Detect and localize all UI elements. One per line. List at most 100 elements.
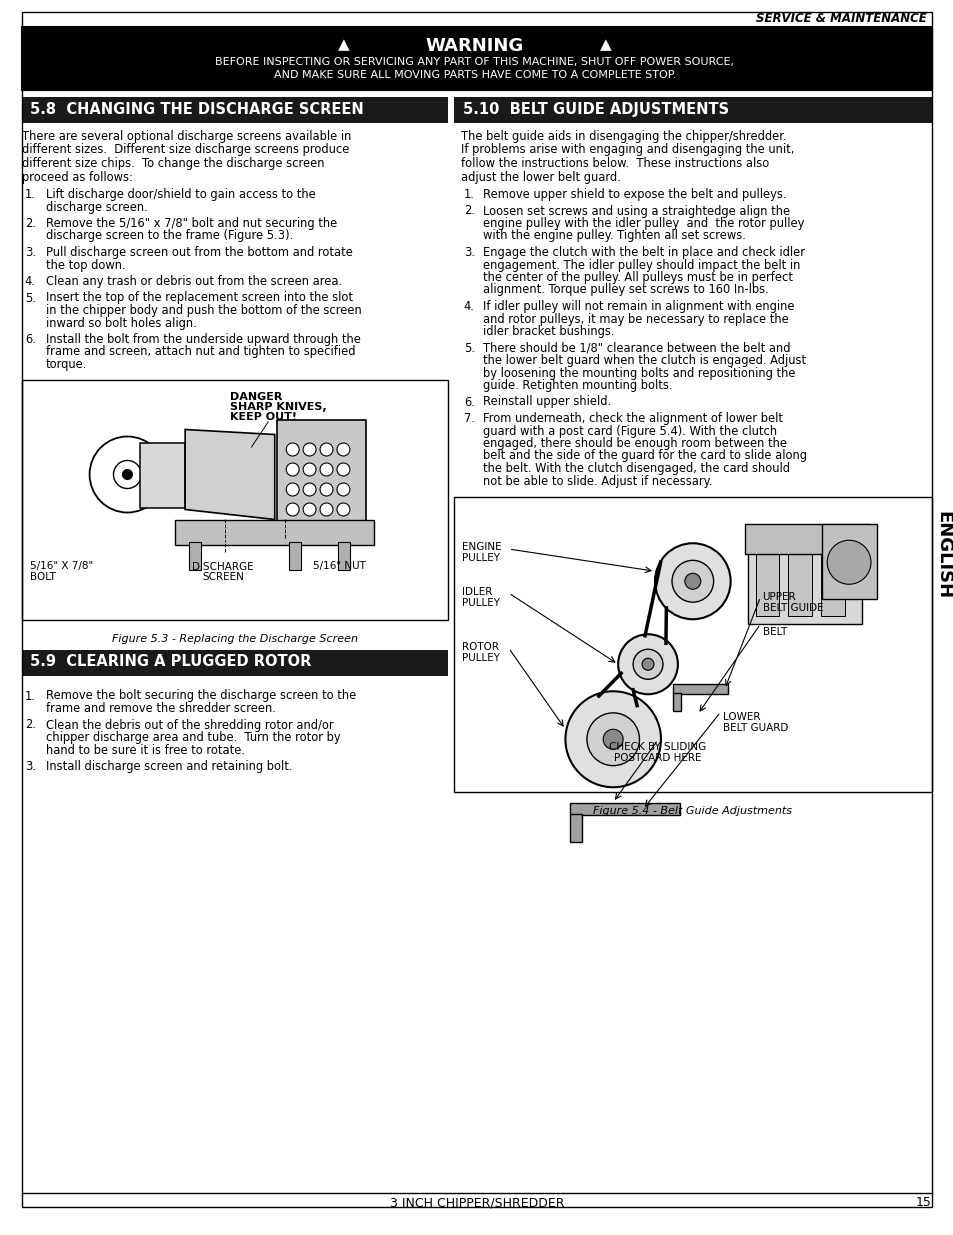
Text: 2.: 2. [25,217,36,230]
Text: AND MAKE SURE ALL MOVING PARTS HAVE COME TO A COMPLETE STOP.: AND MAKE SURE ALL MOVING PARTS HAVE COME… [274,70,676,80]
Text: UPPER: UPPER [761,592,796,601]
Text: Insert the top of the replacement screen into the slot: Insert the top of the replacement screen… [46,291,353,305]
Text: guard with a post card (Figure 5.4). With the clutch: guard with a post card (Figure 5.4). Wit… [482,425,776,437]
Text: engaged, there should be enough room between the: engaged, there should be enough room bet… [482,437,786,450]
Text: 15: 15 [915,1195,931,1209]
Text: BOLT: BOLT [30,573,55,583]
Text: DANGER: DANGER [230,391,282,401]
Bar [743,524,868,555]
Text: BELT: BELT [761,627,786,637]
Text: If problems arise with engaging and disengaging the unit,: If problems arise with engaging and dise… [460,143,794,157]
Text: There should be 1/8" clearance between the belt and: There should be 1/8" clearance between t… [482,342,789,354]
Text: Engage the clutch with the belt in place and check idler: Engage the clutch with the belt in place… [482,246,804,259]
Bar [140,442,185,508]
Circle shape [655,543,730,619]
Circle shape [303,443,315,456]
Circle shape [671,561,713,603]
Text: 5/16" X 7/8": 5/16" X 7/8" [30,562,93,572]
Text: ▲: ▲ [599,37,612,52]
Text: PULLEY: PULLEY [461,598,499,608]
Text: WARNING: WARNING [425,37,523,56]
Text: 2.: 2. [463,205,475,217]
Text: adjust the lower belt guard.: adjust the lower belt guard. [460,170,620,184]
Text: and rotor pulleys, it may be necessary to replace the: and rotor pulleys, it may be necessary t… [482,312,788,326]
Text: IDLER: IDLER [461,587,492,597]
Text: 5.8  CHANGING THE DISCHARGE SCREEN: 5.8 CHANGING THE DISCHARGE SCREEN [30,103,363,117]
Text: Pull discharge screen out from the bottom and rotate: Pull discharge screen out from the botto… [46,246,353,259]
Bar [787,546,811,616]
Bar [175,520,374,545]
Text: Remove the bolt securing the discharge screen to the: Remove the bolt securing the discharge s… [46,689,355,703]
Text: 4.: 4. [463,300,475,312]
Text: follow the instructions below.  These instructions also: follow the instructions below. These ins… [460,157,768,170]
Circle shape [286,463,299,475]
Text: frame and screen, attach nut and tighten to specified: frame and screen, attach nut and tighten… [46,346,355,358]
Circle shape [286,503,299,516]
Text: proceed as follows:: proceed as follows: [22,170,132,184]
Text: 1.: 1. [25,689,35,703]
Circle shape [122,469,132,479]
Text: discharge screen to the frame (Figure 5.3).: discharge screen to the frame (Figure 5.… [46,230,293,242]
Circle shape [303,503,315,516]
Text: guide. Retighten mounting bolts.: guide. Retighten mounting bolts. [482,379,672,391]
Circle shape [319,443,333,456]
Text: 6.: 6. [463,395,475,409]
Text: Remove upper shield to expose the belt and pulleys.: Remove upper shield to expose the belt a… [482,188,785,201]
Text: in the chipper body and push the bottom of the screen: in the chipper body and push the bottom … [46,304,361,317]
Circle shape [826,540,870,584]
Text: Lift discharge door/shield to gain access to the: Lift discharge door/shield to gain acces… [46,188,315,201]
Text: chipper discharge area and tube.  Turn the rotor by: chipper discharge area and tube. Turn th… [46,731,340,743]
Text: the lower belt guard when the clutch is engaged. Adjust: the lower belt guard when the clutch is … [482,354,805,367]
Circle shape [336,463,350,475]
Circle shape [684,573,700,589]
Text: 3.: 3. [25,760,36,773]
Text: hand to be sure it is free to rotate.: hand to be sure it is free to rotate. [46,743,245,757]
Text: 4.: 4. [25,275,35,288]
Bar [22,379,448,620]
Text: From underneath, check the alignment of lower belt: From underneath, check the alignment of … [482,412,782,425]
Text: different size chips.  To change the discharge screen: different size chips. To change the disc… [22,157,324,170]
Text: 1.: 1. [463,188,475,201]
Bar [276,420,366,525]
Text: belt and the side of the guard for the card to slide along: belt and the side of the guard for the c… [482,450,806,462]
Text: 5.: 5. [463,342,475,354]
Text: LOWER: LOWER [722,713,760,722]
Text: 5.9  CLEARING A PLUGGED ROTOR: 5.9 CLEARING A PLUGGED ROTOR [30,655,311,669]
Text: 3.: 3. [25,246,36,259]
Text: Loosen set screws and using a straightedge align the: Loosen set screws and using a straighted… [482,205,789,217]
Bar [22,98,448,124]
Text: alignment. Torque pulley set screws to 160 In-lbs.: alignment. Torque pulley set screws to 1… [482,284,768,296]
Text: frame and remove the shredder screen.: frame and remove the shredder screen. [46,701,275,715]
Text: 5.: 5. [25,291,36,305]
Text: 2.: 2. [25,719,36,731]
Text: Clean the debris out of the shredding rotor and/or: Clean the debris out of the shredding ro… [46,719,333,731]
Text: the top down.: the top down. [46,258,125,272]
Text: DISCHARGE: DISCHARGE [192,562,253,572]
Circle shape [303,463,315,475]
Bar [22,27,931,90]
Circle shape [602,729,622,750]
Text: 6.: 6. [25,333,35,346]
Bar [755,546,779,616]
Text: 3 INCH CHIPPER/SHREDDER: 3 INCH CHIPPER/SHREDDER [389,1195,563,1209]
Circle shape [286,443,299,456]
Bar [570,814,581,842]
Text: not be able to slide. Adjust if necessary.: not be able to slide. Adjust if necessar… [482,474,712,488]
Circle shape [286,483,299,496]
Bar [338,541,350,569]
Text: 3.: 3. [463,246,475,259]
Circle shape [319,503,333,516]
Text: ROTOR: ROTOR [461,642,498,652]
Bar [672,684,727,694]
Circle shape [641,658,654,671]
Bar [821,546,844,616]
Text: 1.: 1. [25,188,35,201]
Bar [454,98,931,124]
Text: the belt. With the clutch disengaged, the card should: the belt. With the clutch disengaged, th… [482,462,789,475]
Text: by loosening the mounting bolts and repositioning the: by loosening the mounting bolts and repo… [482,367,795,379]
Bar [454,496,931,792]
Text: the center of the pulley. All pulleys must be in perfect: the center of the pulley. All pulleys mu… [482,270,792,284]
Bar [672,693,680,711]
Circle shape [336,483,350,496]
Bar [821,524,876,599]
